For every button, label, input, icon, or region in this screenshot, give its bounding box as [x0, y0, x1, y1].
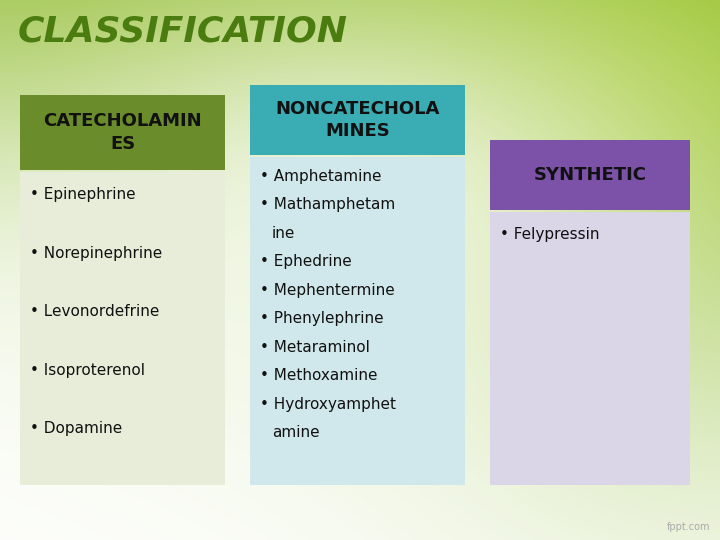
Bar	[20, 172, 225, 485]
Text: • Levonordefrine: • Levonordefrine	[30, 304, 159, 319]
Text: • Hydroxyamphet: • Hydroxyamphet	[260, 397, 396, 411]
Text: ine: ine	[272, 226, 295, 241]
Text: fppt.com: fppt.com	[667, 522, 710, 532]
Text: • Dopamine: • Dopamine	[30, 421, 122, 436]
Text: CATECHOLAMIN
ES: CATECHOLAMIN ES	[43, 112, 202, 153]
Bar	[490, 140, 690, 210]
Bar	[490, 212, 690, 485]
Text: • Mathamphetam: • Mathamphetam	[260, 198, 395, 212]
Text: • Epinephrine: • Epinephrine	[30, 187, 135, 202]
Text: • Ephedrine: • Ephedrine	[260, 254, 352, 269]
Text: • Metaraminol: • Metaraminol	[260, 340, 370, 355]
Text: • Felypressin: • Felypressin	[500, 227, 600, 242]
Text: CLASSIFICATION: CLASSIFICATION	[18, 15, 348, 49]
Bar	[250, 85, 465, 155]
Text: • Methoxamine: • Methoxamine	[260, 368, 377, 383]
Text: amine: amine	[272, 425, 320, 440]
Bar	[250, 157, 465, 485]
Text: SYNTHETIC: SYNTHETIC	[534, 166, 647, 184]
Text: NONCATECHOLA
MINES: NONCATECHOLA MINES	[275, 100, 440, 140]
Text: • Amphetamine: • Amphetamine	[260, 169, 382, 184]
Text: • Isoproterenol: • Isoproterenol	[30, 363, 145, 378]
Text: • Phenylephrine: • Phenylephrine	[260, 311, 384, 326]
Bar	[20, 95, 225, 170]
Text: • Mephentermine: • Mephentermine	[260, 283, 395, 298]
Text: • Norepinephrine: • Norepinephrine	[30, 246, 162, 261]
